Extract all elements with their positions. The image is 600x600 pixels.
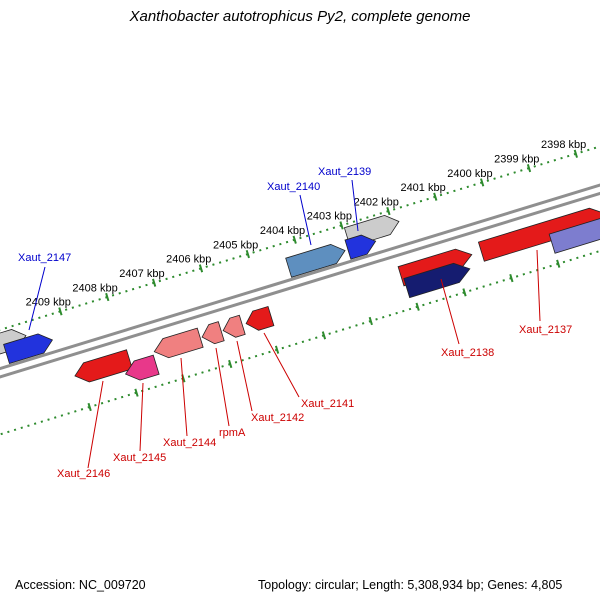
ruler-tick-label: 2399 kbp	[494, 153, 539, 165]
gene-label-rpma[interactable]: rpmA	[219, 427, 246, 439]
gene-label-xaut-2139[interactable]: Xaut_2139	[318, 166, 371, 178]
leader-line-xaut-2145	[139, 382, 144, 452]
ruler-tick-label: 2401 kbp	[400, 182, 445, 194]
status-bar: Accession: NC_009720 Topology: circular;…	[0, 572, 600, 600]
genome-track: 2409 kbp 2408 kbp 2407 kbp 2406 kbp 2405…	[0, 129, 600, 450]
lower-ruler-dotted-line	[0, 225, 600, 450]
gene-arrow-xaut-2145[interactable]	[123, 354, 160, 383]
leader-line-xaut-2144	[180, 357, 188, 437]
ruler-tick-label: 2409 kbp	[26, 297, 71, 309]
gene-label-xaut-2140[interactable]: Xaut_2140	[267, 181, 320, 193]
gene-arrow-xaut-2142[interactable]	[220, 314, 246, 340]
gene-label-xaut-2138[interactable]: Xaut_2138	[441, 347, 494, 359]
leader-line-rpma	[215, 347, 230, 427]
gene-arrow-xaut-2144[interactable]	[151, 327, 204, 361]
gene-labels: Xaut_2147 Xaut_2140 Xaut_2139 Xaut_2137 …	[18, 166, 572, 480]
upper-ruler-dotted-line	[0, 129, 600, 354]
ruler-tick-label: 2398 kbp	[541, 139, 586, 151]
lower-ruler-major-ticks	[87, 245, 600, 412]
ruler-tick-label: 2403 kbp	[307, 211, 352, 223]
genome-axis-top-line	[0, 164, 600, 390]
ruler-tick-label: 2402 kbp	[354, 196, 399, 208]
gene-label-xaut-2144[interactable]: Xaut_2144	[163, 437, 216, 449]
gene-arrow-xaut-2146[interactable]	[72, 349, 133, 386]
upper-ruler-major-ticks	[58, 149, 578, 316]
gene-arrow-purple[interactable]	[548, 212, 600, 254]
leader-line-xaut-2147	[28, 266, 46, 331]
ruler-tick-label: 2405 kbp	[213, 239, 258, 251]
gene-label-xaut-2145[interactable]: Xaut_2145	[113, 452, 166, 464]
genome-summary-text: Topology: circular; Length: 5,308,934 bp…	[258, 578, 563, 592]
leader-line-xaut-2146	[87, 380, 104, 469]
genome-title: Xanthobacter autotrophicus Py2, complete…	[129, 8, 471, 25]
gene-label-xaut-2147[interactable]: Xaut_2147	[18, 252, 71, 264]
gene-arrow-xaut-2141[interactable]	[243, 305, 275, 333]
leader-line-xaut-2138	[440, 278, 460, 345]
gene-label-xaut-2137[interactable]: Xaut_2137	[519, 324, 572, 336]
ruler-tick-label: 2408 kbp	[72, 282, 117, 294]
leader-line-xaut-2139	[351, 179, 359, 232]
gene-label-xaut-2146[interactable]: Xaut_2146	[57, 468, 110, 480]
gene-arrow-xaut-2139[interactable]	[344, 232, 379, 260]
genome-axis-bottom-line	[0, 172, 600, 398]
ruler-tick-label: 2400 kbp	[447, 168, 492, 180]
gene-arrow-navy[interactable]	[403, 259, 473, 299]
ruler-tick-label: 2407 kbp	[119, 268, 164, 280]
accession-text: Accession: NC_009720	[15, 578, 146, 592]
ruler-tick-label: 2404 kbp	[260, 225, 305, 237]
gene-arrow-xaut-2140[interactable]	[285, 241, 348, 278]
gene-arrow-xaut-2147[interactable]	[3, 330, 56, 365]
gene-arrow-xaut-2137[interactable]	[477, 204, 600, 262]
ruler-tick-label: 2406 kbp	[166, 254, 211, 266]
gene-arrow-rpma[interactable]	[199, 321, 225, 347]
leader-line-xaut-2141	[263, 332, 300, 398]
gene-label-xaut-2141[interactable]: Xaut_2141	[301, 398, 354, 410]
leader-line-xaut-2142	[236, 340, 253, 412]
leader-line-xaut-2137	[536, 249, 541, 322]
gene-label-xaut-2142[interactable]: Xaut_2142	[251, 412, 304, 424]
leader-line-xaut-2140	[299, 194, 312, 246]
leader-lines	[28, 179, 541, 469]
